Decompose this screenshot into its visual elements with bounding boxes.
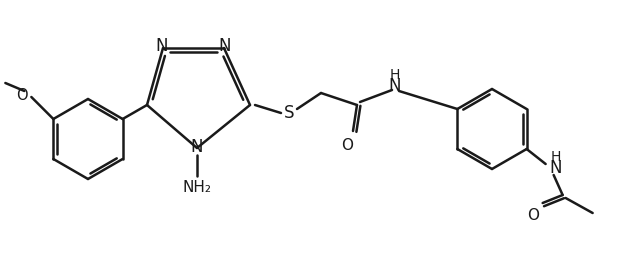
- Text: N: N: [191, 138, 204, 156]
- Text: N: N: [156, 37, 168, 55]
- Text: H: H: [390, 68, 400, 82]
- Text: S: S: [284, 104, 294, 122]
- Text: O: O: [341, 137, 353, 153]
- Text: NH₂: NH₂: [182, 181, 211, 196]
- Text: N: N: [219, 37, 231, 55]
- Text: N: N: [549, 159, 562, 177]
- Text: N: N: [388, 77, 401, 95]
- Text: H: H: [550, 150, 561, 164]
- Text: O: O: [17, 88, 28, 102]
- Text: O: O: [527, 207, 539, 222]
